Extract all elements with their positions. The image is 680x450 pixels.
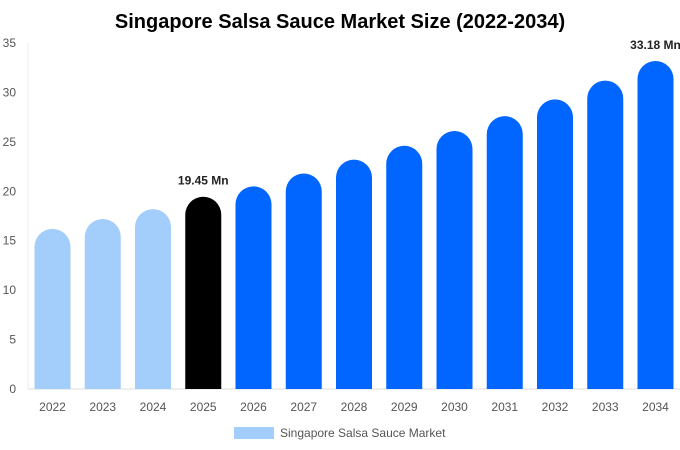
bar-2029[interactable] xyxy=(386,145,423,389)
bars: 19.45 Mn 33.18 Mn xyxy=(34,38,680,390)
x-tick-label: 2033 xyxy=(592,400,619,414)
x-tick-label: 2026 xyxy=(240,400,267,414)
x-tick-label: 2022 xyxy=(39,400,66,414)
x-tick-label: 2034 xyxy=(642,400,669,414)
x-tick-label: 2024 xyxy=(140,400,167,414)
x-tick-label: 2027 xyxy=(290,400,317,414)
y-tick-label: 20 xyxy=(3,184,17,198)
y-tick-label: 15 xyxy=(3,234,17,248)
bar-2027[interactable] xyxy=(285,173,322,389)
bar-2031[interactable] xyxy=(486,116,523,389)
x-tick-label: 2028 xyxy=(341,400,368,414)
chart-title: Singapore Salsa Sauce Market Size (2022-… xyxy=(115,11,565,33)
bar-2033[interactable] xyxy=(587,80,624,390)
legend-label: Singapore Salsa Sauce Market xyxy=(280,426,446,440)
y-tick-label: 5 xyxy=(9,333,16,347)
legend[interactable]: Singapore Salsa Sauce Market xyxy=(234,426,446,440)
y-tick-label: 0 xyxy=(9,382,16,396)
x-tick-label: 2025 xyxy=(190,400,217,414)
bar-2024[interactable] xyxy=(135,209,171,389)
bar-2026[interactable] xyxy=(235,186,272,389)
x-tick-label: 2023 xyxy=(89,400,116,414)
data-label: 19.45 Mn xyxy=(178,174,229,188)
y-tick-label: 35 xyxy=(3,36,17,50)
bar-2025[interactable] xyxy=(185,196,222,389)
x-tick-label: 2032 xyxy=(542,400,569,414)
bar-2028[interactable] xyxy=(336,159,372,389)
legend-swatch xyxy=(234,427,274,439)
data-label: 33.18 Mn xyxy=(630,38,680,52)
bar-2030[interactable] xyxy=(436,130,473,390)
x-tick-label: 2031 xyxy=(491,400,518,414)
bar-2022[interactable] xyxy=(34,228,71,389)
y-tick-label: 30 xyxy=(3,85,17,99)
bar-2023[interactable] xyxy=(84,218,121,389)
x-tick-label: 2030 xyxy=(441,400,468,414)
bar-2034[interactable] xyxy=(637,60,674,389)
bar-2032[interactable] xyxy=(537,99,573,389)
y-tick-label: 25 xyxy=(3,135,17,149)
x-tick-label: 2029 xyxy=(391,400,418,414)
y-tick-label: 10 xyxy=(3,283,17,297)
